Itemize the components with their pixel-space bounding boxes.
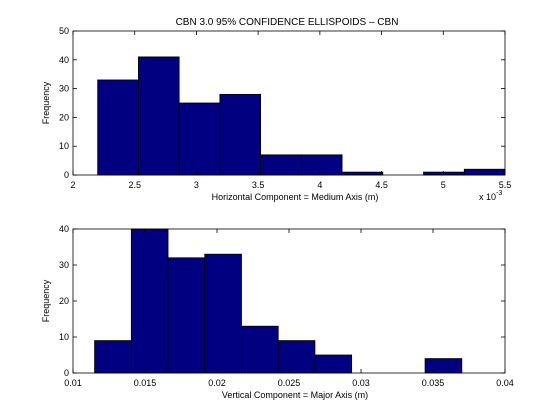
- histogram-bar: [315, 355, 352, 373]
- histogram-bar: [98, 80, 139, 175]
- x-tick-label: 0.02: [208, 378, 226, 388]
- y-tick-label: 20: [59, 112, 69, 122]
- histogram-bar: [424, 172, 465, 175]
- y-tick-label: 0: [64, 368, 69, 378]
- y-tick-label: 10: [59, 332, 69, 342]
- x-tick-label: 5.5: [499, 180, 512, 190]
- histogram-bar: [138, 57, 179, 175]
- y-axis-label: Frequency: [41, 279, 51, 322]
- histogram-bar: [220, 94, 261, 175]
- x-axis-label: Horizontal Component = Medium Axis (m): [212, 192, 379, 202]
- histogram-bar: [241, 326, 278, 373]
- histogram-bar: [179, 103, 220, 175]
- histogram-bar: [464, 169, 505, 175]
- y-tick-label: 30: [59, 260, 69, 270]
- histogram-bar: [425, 359, 462, 373]
- y-tick-label: 0: [64, 170, 69, 180]
- histogram-bar: [168, 258, 205, 373]
- y-tick-label: 10: [59, 141, 69, 151]
- x-exponent-power: -3: [496, 190, 502, 197]
- histogram-bar: [278, 341, 315, 373]
- x-tick-label: 2.5: [128, 180, 141, 190]
- x-tick-label: 0.04: [496, 378, 514, 388]
- x-tick-label: 4.5: [375, 180, 388, 190]
- x-exponent-base: x 10: [479, 192, 496, 202]
- histogram-bar: [301, 155, 342, 175]
- histogram-bar: [261, 155, 302, 175]
- histogram-bar: [205, 254, 242, 373]
- x-tick-label: 3: [194, 180, 199, 190]
- x-tick-label: 0.015: [134, 378, 157, 388]
- x-tick-label: 0.03: [352, 378, 370, 388]
- x-tick-label: 0.01: [64, 378, 82, 388]
- figure-title: CBN 3.0 95% CONFIDENCE ELLISPOIDS – CBN: [176, 17, 399, 28]
- histogram-bar: [131, 229, 168, 373]
- x-axis-label: Vertical Component = Major Axis (m): [222, 390, 368, 400]
- y-tick-label: 20: [59, 296, 69, 306]
- y-tick-label: 40: [59, 224, 69, 234]
- histogram-bar: [342, 172, 383, 175]
- x-tick-label: 0.035: [422, 378, 445, 388]
- x-tick-label: 0.025: [278, 378, 301, 388]
- y-tick-label: 40: [59, 55, 69, 65]
- y-axis-label: Frequency: [41, 81, 51, 124]
- x-tick-label: 2: [70, 180, 75, 190]
- x-tick-label: 3.5: [252, 180, 265, 190]
- histogram-bar: [95, 341, 132, 373]
- y-tick-label: 50: [59, 26, 69, 36]
- x-tick-label: 4: [317, 180, 322, 190]
- y-tick-label: 30: [59, 84, 69, 94]
- x-tick-label: 5: [441, 180, 446, 190]
